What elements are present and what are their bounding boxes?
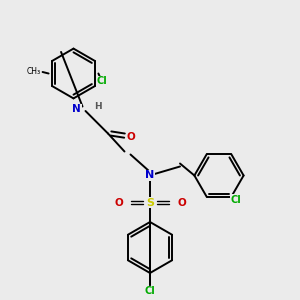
Text: S: S <box>146 197 154 208</box>
Text: O: O <box>127 132 135 142</box>
Text: Cl: Cl <box>96 76 107 86</box>
Text: O: O <box>177 197 186 208</box>
Text: Cl: Cl <box>230 195 241 205</box>
Text: Cl: Cl <box>145 286 155 296</box>
Text: H: H <box>94 102 101 111</box>
Text: O: O <box>114 197 123 208</box>
Text: CH₃: CH₃ <box>27 68 41 76</box>
Text: N: N <box>146 170 154 181</box>
Text: N: N <box>72 104 81 115</box>
